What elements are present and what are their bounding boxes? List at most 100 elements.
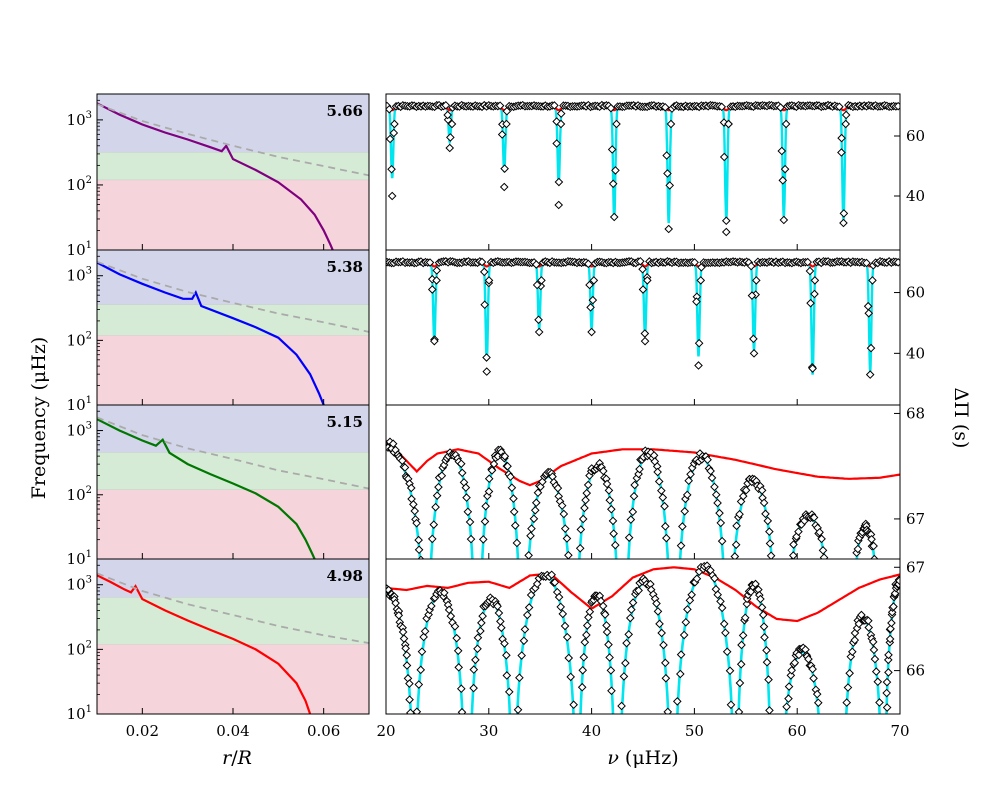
data-diamond	[864, 308, 874, 318]
data-diamond	[777, 146, 787, 156]
data-diamond	[431, 502, 440, 512]
model-arch	[676, 567, 734, 714]
data-diamond	[566, 577, 573, 584]
data-diamond	[851, 571, 858, 578]
data-diamond	[823, 575, 830, 582]
data-diamond	[432, 276, 441, 285]
data-diamond	[720, 565, 727, 572]
data-diamond	[652, 599, 661, 608]
panel-annotation: 5.66	[326, 102, 363, 120]
data-diamond	[577, 682, 587, 692]
data-diamond	[462, 493, 471, 502]
data-diamond	[630, 480, 639, 490]
data-diamond	[582, 621, 592, 630]
data-diamond	[762, 657, 772, 667]
data-diamond	[751, 276, 761, 285]
model-curve	[386, 261, 900, 375]
data-diamond	[480, 517, 490, 526]
model-arch	[470, 598, 512, 714]
data-diamond	[886, 624, 895, 634]
data-diamond	[713, 498, 722, 508]
data-diamond	[608, 516, 618, 526]
data-diamond	[406, 483, 416, 493]
band-2	[97, 304, 369, 336]
dashed-curve	[97, 260, 369, 333]
data-diamond	[730, 552, 740, 559]
data-diamond	[466, 534, 476, 544]
right-plot-area	[386, 256, 900, 379]
data-diamond	[580, 713, 582, 714]
data-diamond	[405, 679, 414, 688]
data-diamond	[610, 540, 620, 550]
y-tick-label: 102	[67, 485, 92, 504]
data-diamond	[895, 576, 900, 586]
data-diamond	[582, 630, 591, 640]
data-diamond	[550, 578, 560, 587]
data-diamond	[476, 626, 485, 636]
y-tick-base: 10	[67, 486, 86, 504]
data-diamond	[769, 574, 776, 581]
y-tick-label: 101	[67, 395, 92, 414]
data-diamond	[465, 517, 475, 527]
ry-tick-label: 67	[906, 558, 925, 576]
data-diamond	[780, 738, 787, 745]
data-diamond	[387, 164, 396, 174]
y-tick-base: 10	[67, 705, 86, 723]
data-diamond	[868, 637, 878, 647]
data-diamond	[883, 725, 890, 732]
data-diamond	[837, 148, 846, 157]
right-panel-4: 66 67 20 30 40 50 60 70	[376, 558, 925, 745]
data-diamond	[489, 459, 499, 469]
data-diamond	[612, 713, 614, 714]
data-diamond	[785, 592, 792, 599]
data-diamond	[680, 507, 690, 516]
right-panel-frame	[385, 558, 901, 715]
data-diamond	[864, 623, 874, 632]
data-diamond	[583, 480, 593, 490]
data-diamond	[560, 524, 570, 533]
data-diamond	[515, 567, 522, 574]
data-diamond	[636, 256, 645, 266]
data-diamond	[882, 703, 892, 712]
data-diamond	[556, 109, 566, 118]
data-diamond	[602, 479, 612, 489]
data-diamond	[515, 673, 524, 683]
data-diamond	[627, 605, 636, 614]
data-diamond	[893, 101, 900, 111]
data-diamond	[662, 533, 671, 543]
data-diamond	[412, 707, 422, 714]
data-diamond	[872, 571, 879, 578]
data-diamond	[564, 653, 574, 663]
data-diamond	[478, 563, 485, 570]
data-diamond	[479, 267, 489, 277]
data-diamond	[812, 689, 822, 699]
data-diamond	[887, 618, 896, 628]
data-diamond	[871, 560, 878, 567]
data-diamond	[552, 117, 561, 126]
data-diamond	[665, 181, 675, 190]
data-diamond	[430, 336, 439, 346]
data-diamond	[582, 488, 592, 498]
data-diamond	[510, 521, 520, 530]
data-diamond	[643, 276, 652, 285]
data-diamond	[477, 257, 487, 267]
y-tick-exponent: 1	[86, 240, 92, 251]
data-diamond	[782, 702, 791, 712]
data-diamond	[531, 498, 541, 508]
x-tick-label: 0.02	[126, 722, 159, 740]
data-diamond	[692, 574, 702, 584]
y-tick-exponent: 3	[86, 421, 92, 432]
data-diamond	[726, 700, 736, 710]
data-diamond	[765, 706, 774, 714]
y-tick-exponent: 1	[86, 549, 92, 560]
data-diamond	[847, 647, 857, 657]
data-diamond	[507, 483, 517, 493]
data-diamond	[529, 514, 539, 524]
data-diamond	[663, 169, 672, 178]
data-diamond	[661, 658, 670, 668]
data-diamond	[760, 633, 769, 642]
data-diamond	[427, 601, 436, 611]
